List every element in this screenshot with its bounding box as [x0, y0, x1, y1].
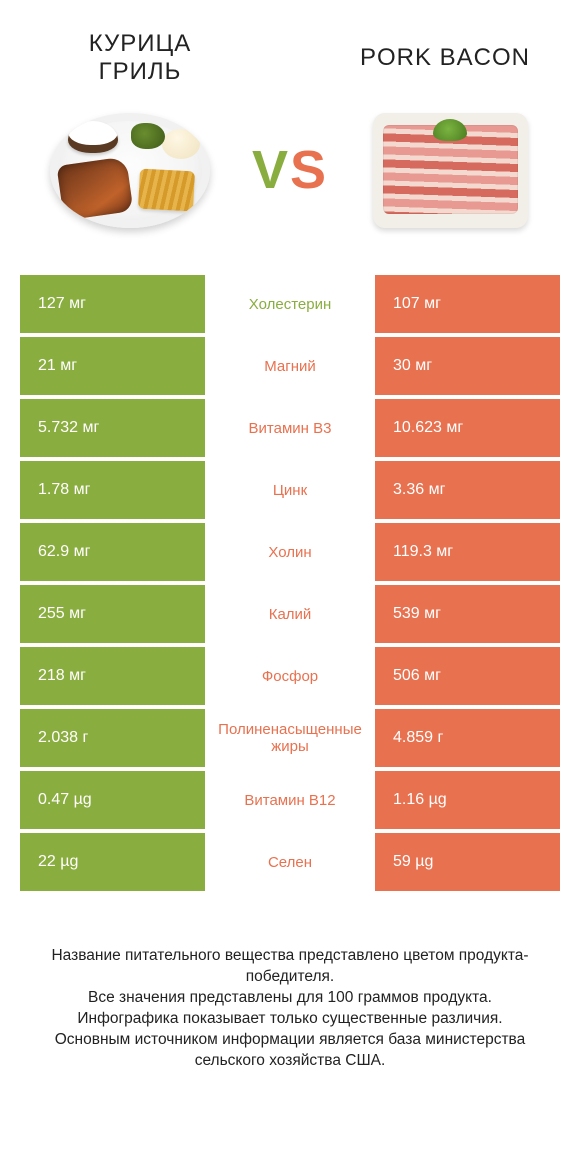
value-left: 0.47 µg	[20, 771, 205, 829]
value-right: 506 мг	[375, 647, 560, 705]
table-row: 62.9 мгХолин119.3 мг	[20, 523, 560, 581]
nutrient-label: Магний	[205, 337, 375, 395]
title-left: КУРИЦА ГРИЛЬ	[50, 30, 230, 85]
nutrient-label: Полиненасыщенные жиры	[205, 709, 375, 767]
table-row: 5.732 мгВитамин B310.623 мг	[20, 399, 560, 457]
value-right: 10.623 мг	[375, 399, 560, 457]
footer-line: Все значения представлены для 100 граммо…	[28, 988, 552, 1009]
value-right: 3.36 мг	[375, 461, 560, 519]
footer-line: Инфографика показывает только существенн…	[28, 1009, 552, 1030]
food-image-right	[365, 110, 535, 230]
nutrient-label: Фосфор	[205, 647, 375, 705]
table-row: 0.47 µgВитамин B121.16 µg	[20, 771, 560, 829]
value-left: 255 мг	[20, 585, 205, 643]
table-row: 2.038 гПолиненасыщенные жиры4.859 г	[20, 709, 560, 767]
value-left: 1.78 мг	[20, 461, 205, 519]
nutrient-label: Холестерин	[205, 275, 375, 333]
table-row: 1.78 мгЦинк3.36 мг	[20, 461, 560, 519]
table-row: 255 мгКалий539 мг	[20, 585, 560, 643]
chicken-plate-illustration	[50, 113, 210, 228]
value-right: 30 мг	[375, 337, 560, 395]
vs-s: S	[290, 140, 328, 200]
title-right: PORK BACON	[330, 44, 530, 72]
value-right: 539 мг	[375, 585, 560, 643]
table-row: 22 µgСелен59 µg	[20, 833, 560, 891]
nutrient-label: Селен	[205, 833, 375, 891]
value-right: 1.16 µg	[375, 771, 560, 829]
value-left: 218 мг	[20, 647, 205, 705]
footer-notes: Название питательного вещества представл…	[20, 946, 560, 1072]
value-left: 2.038 г	[20, 709, 205, 767]
value-right: 59 µg	[375, 833, 560, 891]
table-row: 127 мгХолестерин107 мг	[20, 275, 560, 333]
value-right: 119.3 мг	[375, 523, 560, 581]
value-left: 5.732 мг	[20, 399, 205, 457]
nutrient-label: Витамин B12	[205, 771, 375, 829]
infographic-root: КУРИЦА ГРИЛЬ PORK BACON VS 127 мгХолесте…	[0, 0, 580, 1092]
nutrient-label: Калий	[205, 585, 375, 643]
food-image-left	[45, 110, 215, 230]
value-right: 107 мг	[375, 275, 560, 333]
title-row: КУРИЦА ГРИЛЬ PORK BACON	[20, 30, 560, 85]
table-row: 218 мгФосфор506 мг	[20, 647, 560, 705]
vs-label: VS	[252, 139, 328, 201]
footer-line: Основным источником информации является …	[28, 1030, 552, 1072]
value-right: 4.859 г	[375, 709, 560, 767]
nutrition-table: 127 мгХолестерин107 мг21 мгМагний30 мг5.…	[20, 275, 560, 891]
vs-v: V	[252, 140, 290, 200]
value-left: 62.9 мг	[20, 523, 205, 581]
hero-row: VS	[20, 110, 560, 230]
value-left: 21 мг	[20, 337, 205, 395]
nutrient-label: Цинк	[205, 461, 375, 519]
table-row: 21 мгМагний30 мг	[20, 337, 560, 395]
bacon-illustration	[373, 113, 528, 228]
nutrient-label: Холин	[205, 523, 375, 581]
value-left: 22 µg	[20, 833, 205, 891]
value-left: 127 мг	[20, 275, 205, 333]
nutrient-label: Витамин B3	[205, 399, 375, 457]
footer-line: Название питательного вещества представл…	[28, 946, 552, 988]
